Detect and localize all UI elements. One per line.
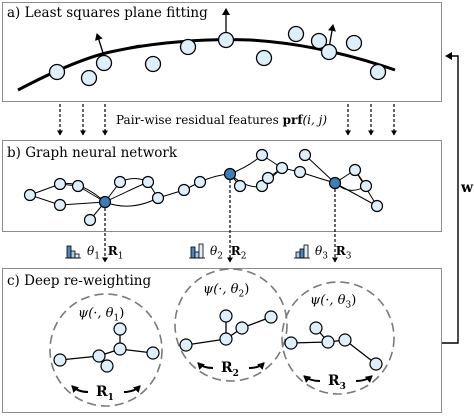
rotation-label-2-R: R — [221, 360, 233, 376]
local-graph-2 — [179, 309, 278, 352]
rotation-label-2-sub: 2 — [232, 368, 239, 379]
param-label-1: θ1 R1 — [87, 244, 124, 261]
rotation-label-3: R3 — [328, 373, 346, 392]
psi-2-close: ) — [244, 282, 250, 297]
theta-2-sub: 2 — [217, 251, 223, 262]
psi-2-fn: ψ — [203, 282, 214, 297]
rotation-label-2: R2 — [221, 360, 239, 379]
rotation-3-sub: 3 — [345, 251, 352, 262]
psi-label-2: ψ(·, θ2) — [203, 282, 249, 300]
psi-label-1: ψ(·, θ1) — [78, 306, 124, 324]
pairwise-features-text: Pair-wise residual features — [116, 113, 279, 127]
local-graph-3 — [284, 321, 383, 371]
panel-a-title: a) Least squares plane fitting — [7, 5, 208, 21]
prf-args: (i, j) — [302, 113, 328, 127]
psi-3-fn: ψ — [310, 293, 321, 308]
graph-nodes — [23, 148, 384, 227]
graph-key-nodes — [98, 167, 342, 209]
theta-1: θ — [87, 244, 95, 258]
panel-b-title: b) Graph neural network — [7, 145, 178, 161]
psi-3-args: (·, θ — [320, 293, 346, 308]
theta-1-sub: 1 — [94, 251, 100, 262]
rotation-label-1-sub: 1 — [107, 392, 114, 403]
psi-1-args: (·, θ — [88, 306, 114, 321]
rotation-label-1-R: R — [96, 384, 108, 400]
psi-3-sub: 3 — [345, 300, 352, 311]
rotation-label-3-sub: 3 — [339, 381, 346, 392]
psi-2-sub: 2 — [238, 289, 245, 300]
weights-label: w — [461, 180, 474, 196]
rotation-1-sub: 1 — [117, 251, 124, 262]
param-label-2: θ2 R2 — [210, 244, 247, 261]
psi-1-close: ) — [119, 306, 125, 321]
panel-c-title: c) Deep re-weighting — [7, 273, 152, 289]
point-cloud-a — [48, 25, 387, 87]
histogram-1 — [65, 245, 81, 259]
feature-arrows — [57, 104, 397, 136]
psi-1-fn: ψ — [78, 306, 89, 321]
rotation-2-sub: 2 — [240, 251, 247, 262]
panel-a — [2, 2, 442, 102]
psi-2-args: (·, θ — [213, 282, 239, 297]
rotation-1: R — [107, 244, 118, 258]
rotation-arrows — [71, 362, 373, 394]
rotation-label-1: R1 — [96, 384, 114, 403]
psi-1-sub: 1 — [113, 313, 120, 324]
theta-3-sub: 3 — [322, 251, 328, 262]
psi-label-3: ψ(·, θ3) — [310, 293, 356, 311]
theta-3: θ — [315, 244, 323, 258]
histogram-3 — [294, 244, 310, 259]
psi-3-close: ) — [351, 293, 357, 308]
histogram-2 — [189, 243, 205, 259]
param-label-3: θ3 R3 — [315, 244, 352, 261]
theta-2: θ — [210, 244, 218, 258]
feedback-loop — [442, 52, 459, 344]
rotation-label-3-R: R — [328, 373, 340, 389]
parameter-arrows — [102, 180, 338, 263]
prf-function: prf — [282, 113, 303, 127]
plane-fit-curve — [17, 38, 396, 92]
local-graph-1 — [53, 322, 160, 373]
pairwise-features-label: Pair-wise residual features prf(i, j) — [113, 113, 331, 127]
weighting-circles — [49, 268, 395, 407]
rotation-2: R — [230, 244, 241, 258]
rotation-3: R — [335, 244, 346, 258]
